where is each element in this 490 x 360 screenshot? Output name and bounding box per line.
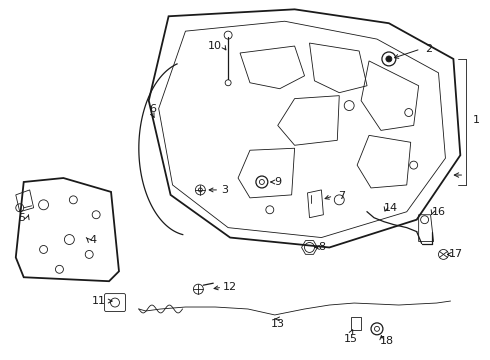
Text: 14: 14 <box>384 203 398 213</box>
Text: 1: 1 <box>473 116 480 126</box>
Text: 9: 9 <box>274 177 281 187</box>
Circle shape <box>386 56 392 62</box>
Text: 16: 16 <box>432 207 445 217</box>
Text: 7: 7 <box>338 191 345 201</box>
Text: 3: 3 <box>221 185 229 195</box>
Text: 15: 15 <box>344 334 358 344</box>
Text: 2: 2 <box>425 44 432 54</box>
Text: 12: 12 <box>223 282 237 292</box>
Text: 8: 8 <box>318 243 325 252</box>
Text: 6: 6 <box>149 104 156 113</box>
Text: 4: 4 <box>90 234 97 244</box>
Text: 13: 13 <box>271 319 285 329</box>
Text: 17: 17 <box>449 249 464 260</box>
Text: 11: 11 <box>92 296 106 306</box>
Text: 18: 18 <box>380 336 394 346</box>
Text: 5: 5 <box>18 213 25 223</box>
Text: 10: 10 <box>208 41 222 51</box>
